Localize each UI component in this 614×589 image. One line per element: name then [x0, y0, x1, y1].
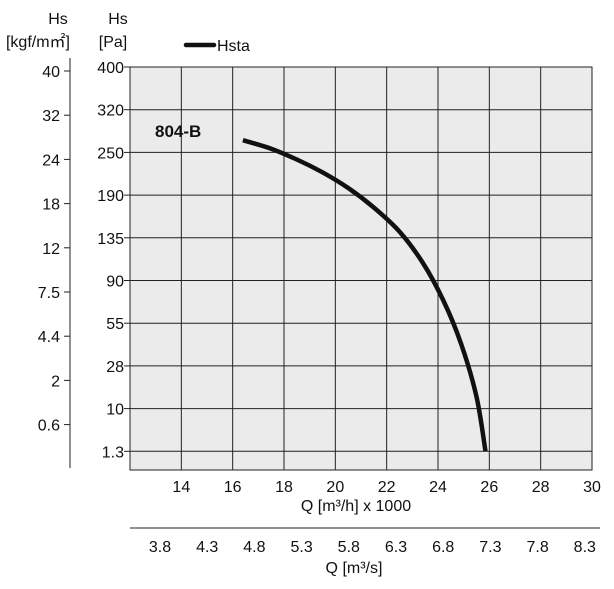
kgf-tick-label: 0.6 [38, 418, 60, 435]
x-main-axis-label: Q [m³/h] x 1000 [301, 498, 411, 515]
kgf-axis-ticks: 40 32 24 18 12 7.5 4.4 2 0.6 [38, 64, 70, 435]
x-main-tick-label: 20 [326, 479, 344, 496]
kgf-tick-label: 18 [42, 197, 60, 214]
x-secondary-tick-label: 4.8 [243, 539, 265, 556]
pa-tick-label: 190 [97, 188, 124, 205]
x-main-tick-label: 30 [583, 479, 601, 496]
kgf-axis-title: Hs [48, 11, 68, 28]
kgf-tick-label: 7.5 [38, 285, 60, 302]
x-main-tick-label: 18 [275, 479, 293, 496]
x-secondary-axis-ticks: 3.8 4.3 4.8 5.3 5.8 6.3 6.8 7.3 7.8 8.3 [149, 539, 596, 556]
x-secondary-tick-label: 4.3 [196, 539, 218, 556]
x-main-axis-ticks: 14 16 18 20 22 24 26 28 30 [172, 479, 601, 496]
kgf-tick-label: 4.4 [38, 329, 60, 346]
pa-tick-label: 320 [97, 103, 124, 120]
x-main-tick-label: 24 [429, 479, 447, 496]
pa-tick-label: 10 [106, 402, 124, 419]
kgf-axis-unit: [kgf/m㎡] [6, 33, 70, 51]
series-line-hsta [242, 138, 488, 452]
kgf-tick-label: 32 [42, 108, 60, 125]
pa-axis-title: Hs [108, 11, 128, 28]
pa-tick-label: 250 [97, 145, 124, 162]
kgf-tick-label: 12 [42, 241, 60, 258]
horizontal-gridlines [130, 109, 592, 452]
x-main-tick-label: 22 [378, 479, 396, 496]
pa-tick-label: 55 [106, 316, 124, 333]
pa-tick-label: 28 [106, 359, 124, 376]
x-main-tick-label: 16 [224, 479, 242, 496]
x-secondary-tick-label: 7.8 [526, 539, 548, 556]
x-secondary-tick-label: 5.3 [290, 539, 312, 556]
pa-tick-label: 135 [97, 231, 124, 248]
x-secondary-tick-label: 6.3 [385, 539, 407, 556]
pa-axis-ticks: 400 320 250 190 135 90 55 28 10 1.3 [97, 60, 130, 461]
pa-tick-label: 90 [106, 274, 124, 291]
pa-tick-label: 1.3 [102, 444, 124, 461]
pa-axis-unit: [Pa] [99, 34, 127, 51]
kgf-tick-label: 40 [42, 64, 60, 81]
x-secondary-axis-label: Q [m³/s] [326, 560, 383, 577]
x-secondary-tick-label: 3.8 [149, 539, 171, 556]
x-main-tick-label: 14 [172, 479, 190, 496]
x-secondary-tick-label: 5.8 [338, 539, 360, 556]
plot-area [129, 66, 593, 471]
x-secondary-tick-label: 6.8 [432, 539, 454, 556]
x-main-tick-label: 28 [532, 479, 550, 496]
x-secondary-tick-label: 8.3 [574, 539, 596, 556]
vertical-gridlines [180, 67, 542, 470]
x-secondary-tick-label: 7.3 [479, 539, 501, 556]
pa-tick-label: 400 [97, 60, 124, 77]
kgf-tick-label: 24 [42, 152, 60, 169]
kgf-tick-label: 2 [51, 373, 60, 390]
series-annotation: 804-B [155, 122, 201, 141]
legend-label: Hsta [217, 38, 250, 55]
x-main-tick-label: 26 [480, 479, 498, 496]
